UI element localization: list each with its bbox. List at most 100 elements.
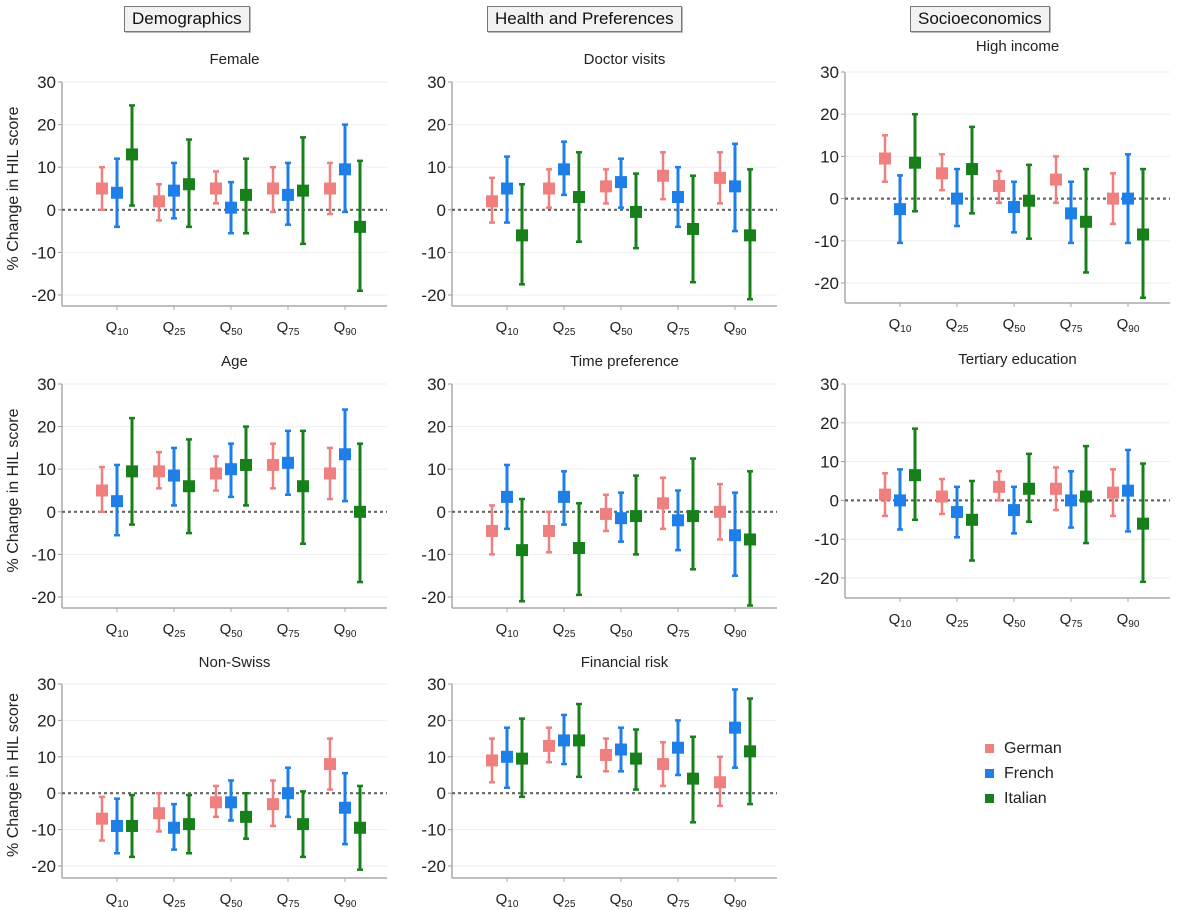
point-estimate-german	[543, 524, 555, 537]
errorbar-italian	[183, 138, 195, 229]
x-tick-label: Q75	[1060, 611, 1083, 630]
x-tick-label: Q90	[1117, 611, 1140, 630]
panel-title: Tertiary education	[958, 351, 1076, 368]
errorbar-french	[282, 766, 294, 819]
x-tick-label: Q10	[106, 891, 129, 910]
errorbar-german	[543, 726, 555, 764]
x-tick-label: Q75	[667, 621, 690, 640]
y-tick-label: -20	[421, 588, 446, 607]
point-estimate-german	[1050, 482, 1062, 495]
point-estimate-german	[543, 739, 555, 752]
errorbar-french	[168, 446, 180, 507]
errorbar-italian	[240, 425, 252, 507]
errorbar-french	[615, 157, 627, 209]
point-estimate-italian	[516, 752, 528, 765]
point-estimate-german	[657, 758, 669, 771]
point-estimate-italian	[909, 156, 921, 169]
errorbar-french	[225, 779, 237, 822]
y-tick-label: 20	[37, 418, 56, 437]
errorbar-italian	[516, 182, 528, 286]
point-estimate-french	[168, 469, 180, 482]
point-estimate-italian	[744, 229, 756, 242]
errorbar-french	[111, 797, 123, 855]
errorbar-german	[993, 169, 1005, 205]
point-estimate-german	[486, 524, 498, 537]
panel-title: Time preference	[570, 353, 679, 370]
point-estimate-italian	[630, 510, 642, 523]
point-estimate-italian	[126, 465, 138, 478]
errorbar-french	[1008, 180, 1020, 234]
point-estimate-french	[894, 203, 906, 216]
point-estimate-italian	[966, 163, 978, 176]
x-tick-label: Q50	[1003, 611, 1026, 630]
point-estimate-italian	[1023, 482, 1035, 495]
errorbar-italian	[687, 174, 699, 284]
point-estimate-french	[729, 529, 741, 542]
y-tick-label: 10	[820, 453, 839, 472]
x-tick-label: Q10	[889, 316, 912, 335]
y-tick-label: -20	[31, 286, 56, 305]
errorbar-german	[600, 168, 612, 205]
x-tick-label: Q90	[334, 319, 357, 338]
y-tick-label: 30	[37, 375, 56, 394]
point-estimate-french	[501, 750, 513, 763]
point-estimate-italian	[183, 178, 195, 191]
errorbar-french	[729, 142, 741, 233]
legend-swatch-italian	[985, 794, 994, 803]
x-tick-label: Q50	[610, 621, 633, 640]
errorbar-italian	[744, 470, 756, 607]
errorbar-italian	[297, 136, 309, 246]
point-estimate-french	[1008, 504, 1020, 517]
point-estimate-italian	[966, 513, 978, 526]
point-estimate-german	[324, 467, 336, 480]
point-estimate-french	[225, 201, 237, 214]
errorbar-german	[543, 510, 555, 554]
y-tick-label: 10	[37, 460, 56, 479]
point-estimate-italian	[240, 810, 252, 823]
y-tick-label: 0	[47, 503, 56, 522]
point-estimate-german	[600, 748, 612, 761]
errorbar-french	[894, 468, 906, 531]
errorbar-german	[486, 737, 498, 784]
point-estimate-german	[486, 754, 498, 767]
errorbar-french	[615, 726, 627, 773]
x-tick-label: Q50	[220, 319, 243, 338]
y-tick-label: -20	[421, 857, 446, 876]
point-estimate-french	[615, 176, 627, 189]
point-estimate-italian	[573, 734, 585, 747]
point-estimate-french	[501, 182, 513, 195]
point-estimate-german	[993, 480, 1005, 493]
x-tick-label: Q50	[220, 621, 243, 640]
point-estimate-french	[615, 512, 627, 525]
y-axis-label: % Change in HIL score	[5, 408, 22, 572]
y-tick-label: 10	[427, 158, 446, 177]
point-estimate-german	[600, 180, 612, 193]
section-header-demographics: Demographics	[124, 6, 250, 32]
y-tick-label: 0	[830, 190, 839, 209]
y-tick-label: 30	[427, 675, 446, 694]
errorbar-italian	[909, 112, 921, 213]
point-estimate-italian	[240, 188, 252, 201]
point-estimate-german	[714, 505, 726, 518]
legend-swatch-german	[985, 744, 994, 753]
panel-female: Female -20 -10 0 10 20 30 % Change in HIL score…	[5, 51, 387, 338]
x-tick-label: Q25	[163, 319, 186, 338]
errorbar-italian	[687, 457, 699, 571]
y-tick-label: 30	[427, 73, 446, 92]
errorbar-italian	[687, 735, 699, 824]
errorbar-french	[894, 174, 906, 245]
point-estimate-french	[225, 463, 237, 476]
errorbar-french	[282, 161, 294, 226]
y-tick-label: 10	[427, 460, 446, 479]
errorbar-italian	[354, 442, 366, 584]
point-estimate-italian	[744, 745, 756, 758]
legend: German French Italian	[985, 736, 1062, 811]
point-estimate-french	[558, 163, 570, 176]
point-estimate-italian	[516, 544, 528, 557]
errorbar-italian	[240, 157, 252, 235]
errorbar-german	[714, 482, 726, 541]
errorbar-french	[615, 491, 627, 543]
point-estimate-italian	[240, 458, 252, 471]
x-tick-label: Q50	[610, 891, 633, 910]
point-estimate-italian	[354, 220, 366, 233]
